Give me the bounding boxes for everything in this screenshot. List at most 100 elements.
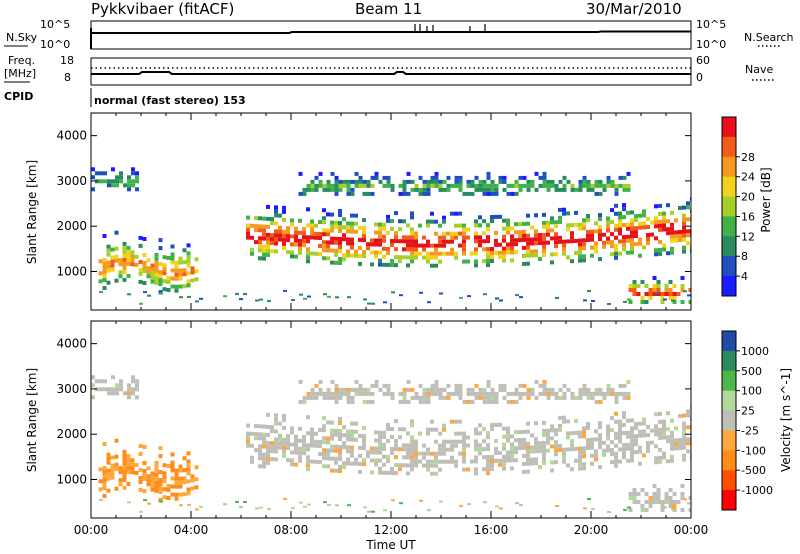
power-pixel	[586, 234, 590, 238]
velocity-pixel	[454, 419, 458, 424]
power-pixel	[274, 233, 278, 238]
velocity-pixel	[126, 481, 131, 486]
power-pixel	[578, 183, 583, 188]
power-pixel	[358, 261, 362, 266]
power-pixel	[542, 248, 546, 253]
power-pixel	[630, 230, 634, 235]
velocity-pixel	[322, 428, 326, 433]
velocity-pixel	[538, 441, 542, 446]
power-pixel	[406, 179, 411, 184]
power-pixel	[346, 253, 350, 258]
power-pixel	[186, 259, 191, 264]
power-pixel	[486, 239, 490, 244]
power-pixel	[414, 251, 418, 256]
velocity-pixel	[186, 491, 191, 496]
velocity-pixel	[632, 496, 637, 500]
velocity-pixel	[618, 435, 622, 440]
velocity-pixel	[146, 482, 151, 487]
power-pixel	[550, 228, 554, 233]
power-pixel	[370, 250, 374, 255]
velocity-pixel	[114, 462, 119, 467]
power-pixel	[542, 232, 546, 237]
velocity-pixel	[550, 387, 555, 392]
power-pixel	[666, 227, 670, 232]
velocity-colorbar-tick-label: -100	[741, 444, 766, 457]
velocity-pixel	[130, 462, 135, 467]
freq-frame	[90, 57, 692, 86]
velocity-pixel	[258, 436, 262, 441]
power-pixel	[142, 265, 147, 269]
power-pixel	[342, 183, 347, 188]
velocity-pixel	[682, 433, 686, 438]
velocity-pixel	[682, 425, 686, 430]
power-pixel	[638, 221, 642, 226]
power-pixel	[362, 254, 366, 259]
power-pixel	[266, 244, 270, 249]
velocity-pixel	[410, 435, 414, 440]
velocity-pixel	[590, 437, 594, 442]
velocity-pixel	[410, 443, 414, 448]
velocity-pixel	[390, 391, 395, 396]
power-pixel	[170, 268, 175, 273]
velocity-pixel	[514, 450, 518, 455]
velocity-pixel	[382, 446, 386, 451]
velocity-pixel	[676, 500, 681, 504]
power-pixel	[590, 237, 594, 242]
power-pixel	[466, 227, 470, 232]
velocity-pixel	[622, 431, 626, 436]
velocity-pixel	[310, 431, 314, 436]
velocity-pixel	[294, 434, 298, 439]
velocity-pixel	[106, 460, 111, 465]
velocity-pixel	[666, 435, 670, 440]
power-pixel	[122, 261, 127, 266]
power-pixel	[482, 179, 487, 184]
power-pixel	[574, 210, 578, 215]
velocity-pixel	[542, 452, 546, 457]
power-pixel	[598, 257, 602, 262]
velocity-pixel	[170, 464, 175, 469]
power-pixel	[486, 183, 491, 188]
velocity-pixel	[338, 449, 342, 453]
power-pixel	[150, 279, 155, 284]
power-pixel	[382, 222, 386, 227]
velocity-pixel	[123, 391, 127, 396]
power-pixel	[347, 296, 351, 299]
velocity-pixel	[674, 438, 678, 443]
velocity-pixel	[594, 449, 598, 454]
velocity-pixel	[626, 458, 630, 463]
power-pixel	[266, 240, 270, 245]
power-pixel	[658, 223, 662, 228]
velocity-pixel	[554, 448, 558, 453]
velocity-pixel	[282, 425, 286, 430]
power-pixel	[618, 223, 622, 228]
power-pixel	[338, 257, 342, 261]
velocity-pixel	[414, 391, 419, 396]
power-pixel	[502, 234, 506, 239]
power-pixel	[327, 295, 331, 298]
power-pixel	[682, 205, 686, 210]
velocity-pixel	[370, 391, 375, 396]
power-pixel	[558, 207, 562, 212]
power-pixel	[138, 235, 143, 240]
velocity-pixel	[680, 508, 685, 512]
power-pixel	[578, 242, 582, 247]
velocity-pixel	[626, 418, 630, 423]
velocity-pixel	[462, 467, 466, 472]
velocity-pixel	[338, 457, 342, 461]
velocity-pixel	[462, 439, 466, 444]
power-pixel	[454, 235, 458, 240]
velocity-pixel	[542, 448, 546, 453]
power-pixel	[586, 187, 591, 192]
velocity-pixel	[99, 379, 103, 384]
velocity-pixel	[610, 416, 614, 421]
power-pixel	[470, 183, 475, 188]
velocity-pixel	[478, 387, 483, 392]
power-pixel	[410, 231, 414, 236]
power-pixel	[358, 237, 362, 242]
velocity-pixel	[366, 387, 371, 392]
power-pixel	[186, 263, 191, 268]
power-pixel	[542, 175, 547, 180]
velocity-pixel	[194, 465, 199, 470]
power-pixel	[350, 221, 354, 226]
power-pixel	[106, 268, 111, 273]
